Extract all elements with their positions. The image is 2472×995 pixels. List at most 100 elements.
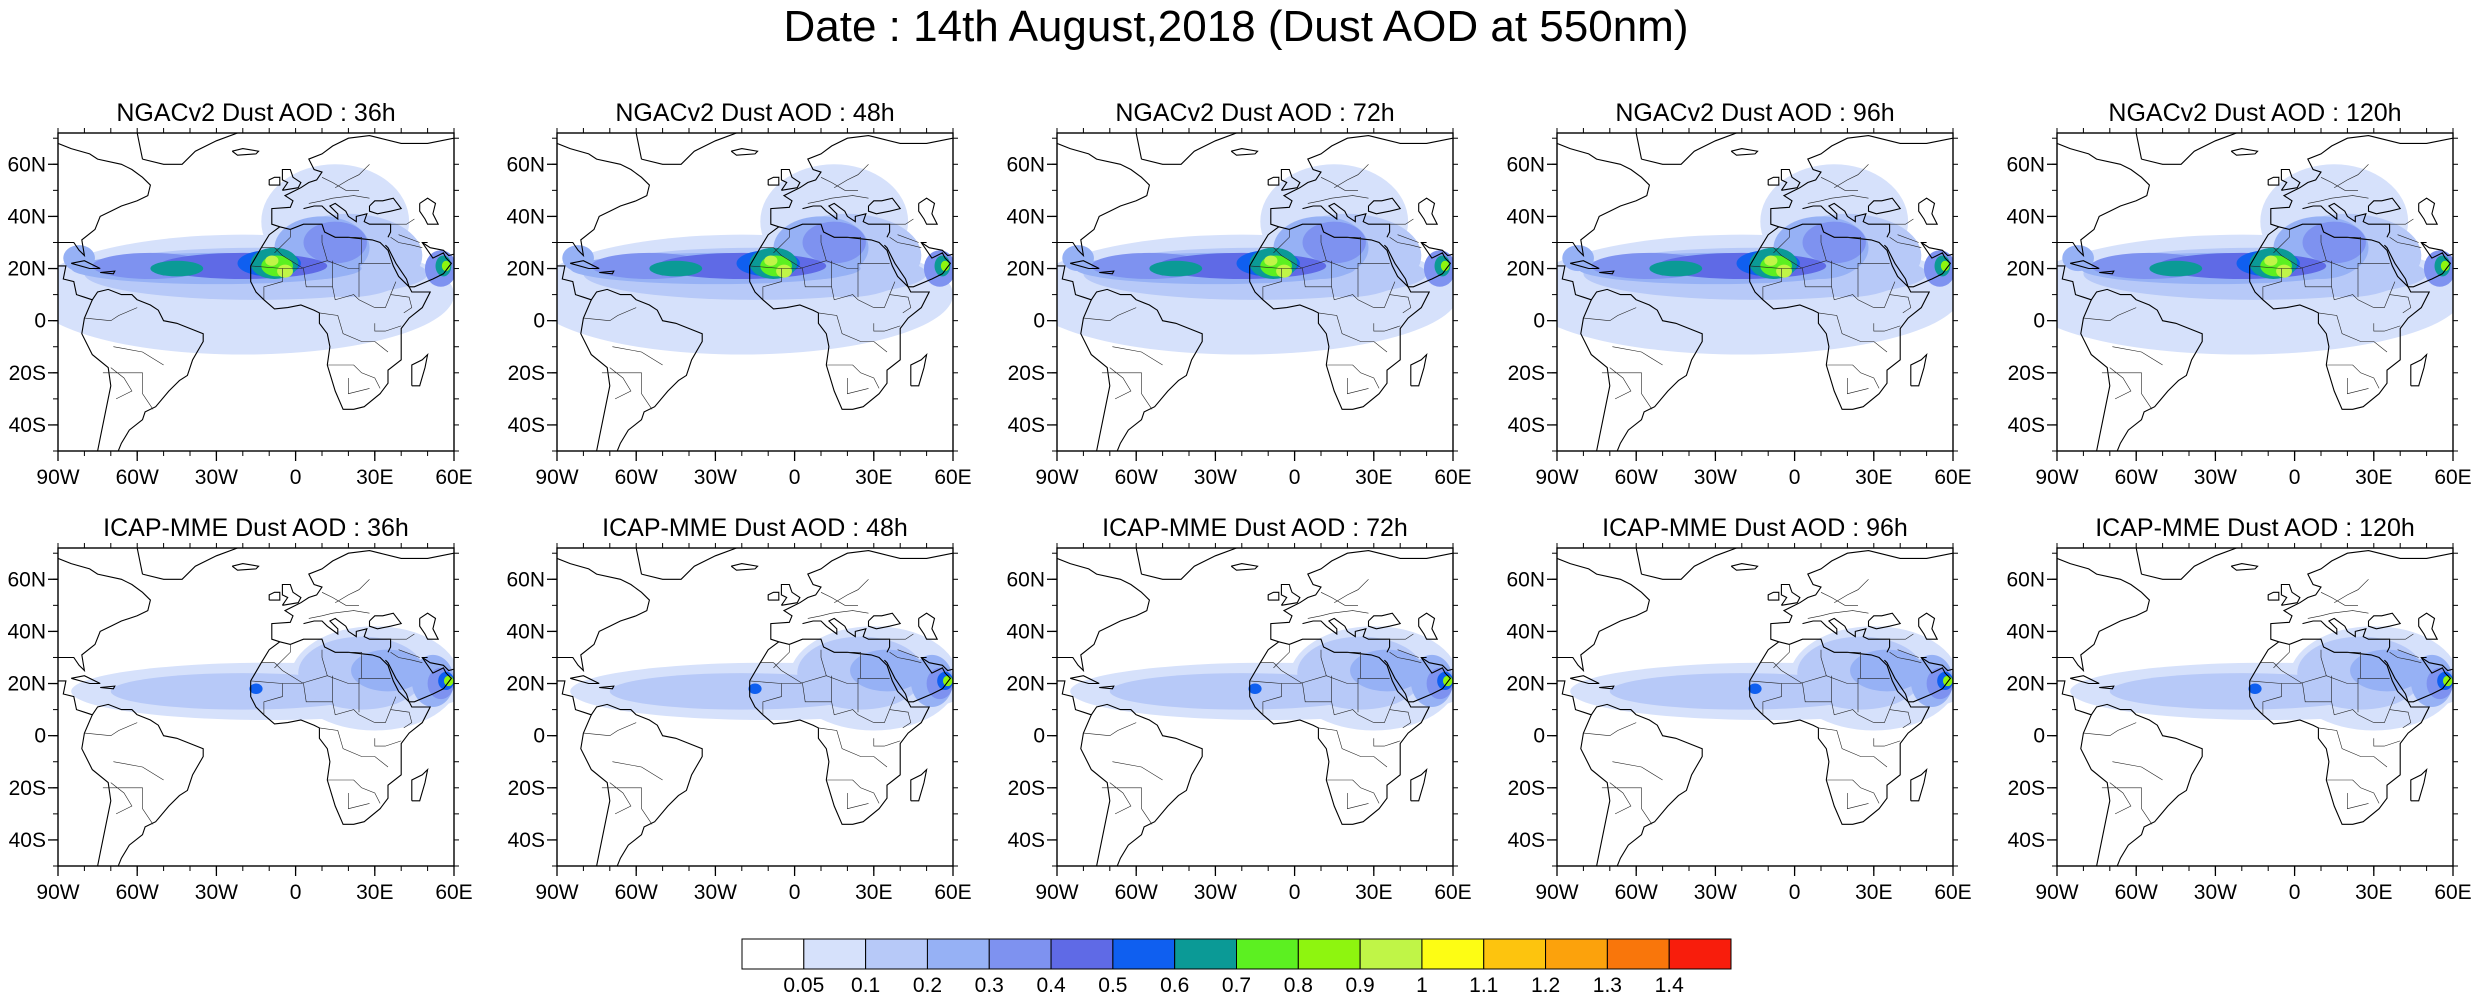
country-border: [2397, 234, 2419, 243]
country-border: [1889, 652, 1922, 663]
country-border: [1320, 234, 1327, 261]
lon-tick-label: 60E: [934, 466, 971, 489]
map-frame: [57, 132, 455, 452]
lat-tick-label: 0: [1033, 310, 1045, 333]
coastline: [368, 612, 403, 630]
coastline: [1080, 299, 1203, 451]
country-border: [1373, 696, 1396, 723]
country-border: [321, 234, 328, 261]
country-border: [609, 782, 632, 815]
coastline: [1557, 265, 1637, 301]
coastline: [58, 142, 152, 258]
country-border: [2109, 367, 2132, 400]
country-border: [1807, 195, 1869, 204]
country-border: [889, 633, 914, 640]
lon-tick-label: 60E: [934, 881, 971, 904]
country-border: [1818, 312, 1888, 353]
country-border: [1101, 787, 1153, 825]
colorbar-label: 0.05: [783, 974, 824, 995]
coastline: [81, 714, 204, 866]
lon-tick-label: 90W: [1035, 466, 1078, 489]
colorbar-label: 1: [1416, 974, 1428, 995]
country-border: [1373, 323, 1401, 332]
colorbar-label: 1.3: [1593, 974, 1622, 995]
dust-contour: [1764, 255, 1778, 266]
coastline: [1099, 685, 1115, 690]
dust-contour: [562, 245, 594, 272]
coastline: [71, 675, 101, 685]
coastline: [1057, 142, 1151, 258]
lon-tick-label: 30E: [855, 881, 892, 904]
colorbar-label: 0.5: [1098, 974, 1127, 995]
coastline: [268, 591, 281, 601]
map-frame: [1556, 547, 1954, 867]
colorbar-label: 1.1: [1469, 974, 1498, 995]
lon-tick-label: 30W: [1694, 466, 1737, 489]
country-border: [1347, 237, 1361, 264]
country-border: [889, 652, 922, 663]
lon-tick-label: 90W: [535, 466, 578, 489]
country-border: [113, 761, 164, 781]
dust-contour: [2302, 221, 2366, 264]
country-border: [1389, 218, 1414, 225]
coastline: [599, 270, 615, 275]
country-border: [1320, 649, 1327, 676]
coastline: [1267, 591, 1280, 601]
coastline: [303, 202, 392, 238]
coastline: [303, 617, 392, 653]
coastline: [100, 270, 116, 275]
lon-tick-label: 60W: [1115, 881, 1158, 904]
panel-title: ICAP-MME Dust AOD : 96h: [1602, 514, 1908, 542]
country-border: [250, 260, 391, 269]
lat-tick-label: 60N: [2006, 568, 2045, 591]
coastline: [1749, 638, 1931, 825]
country-border: [84, 722, 138, 737]
country-border: [2083, 722, 2137, 737]
country-border: [1847, 651, 1861, 679]
lat-tick-label: 40N: [2006, 205, 2045, 228]
dust-contour: [265, 255, 279, 266]
lon-tick-label: 60E: [435, 466, 472, 489]
country-border: [612, 761, 663, 781]
country-border: [889, 218, 914, 225]
country-border: [2249, 260, 2390, 269]
country-border: [1889, 218, 1914, 225]
country-border: [820, 649, 827, 676]
coastline: [1418, 197, 1439, 225]
country-border: [2260, 662, 2374, 723]
coastline: [1557, 557, 1651, 673]
coastline: [1557, 142, 1651, 258]
country-border: [2389, 633, 2414, 640]
colorbar-label: 0.7: [1222, 974, 1251, 995]
country-border: [2326, 779, 2380, 804]
map-panel: NGACv2 Dust AOD : 48h 90W 60W 30W 0 30E 60E 60N…: [506, 99, 971, 489]
colorbar-label: 0.2: [913, 974, 942, 995]
country-border: [1889, 709, 1912, 729]
coastline: [1570, 675, 1600, 685]
panel-title: NGACv2 Dust AOD : 48h: [615, 99, 894, 127]
dust-contour: [441, 260, 451, 272]
country-border: [1334, 579, 1369, 603]
coastline: [1910, 352, 1928, 387]
colorbar-swatch: [1359, 938, 1423, 970]
coastline: [1384, 656, 1452, 703]
country-border: [2262, 683, 2282, 715]
country-border: [1749, 260, 1890, 269]
lon-tick-label: 0: [290, 466, 302, 489]
country-border: [2389, 237, 2422, 248]
coastline: [58, 557, 152, 673]
country-border: [2334, 579, 2369, 603]
country-border: [321, 649, 328, 676]
coastline: [136, 548, 238, 580]
country-border: [2249, 675, 2390, 684]
dust-contour: [802, 221, 866, 264]
country-border: [2318, 727, 2388, 768]
coastline: [411, 767, 429, 802]
country-border: [1847, 793, 1869, 810]
country-border: [847, 378, 869, 395]
coastline: [385, 656, 453, 703]
lat-tick-label: 40S: [1508, 829, 1545, 852]
coastline: [1918, 612, 1939, 640]
country-border: [1601, 372, 1653, 410]
coastline: [58, 680, 138, 716]
